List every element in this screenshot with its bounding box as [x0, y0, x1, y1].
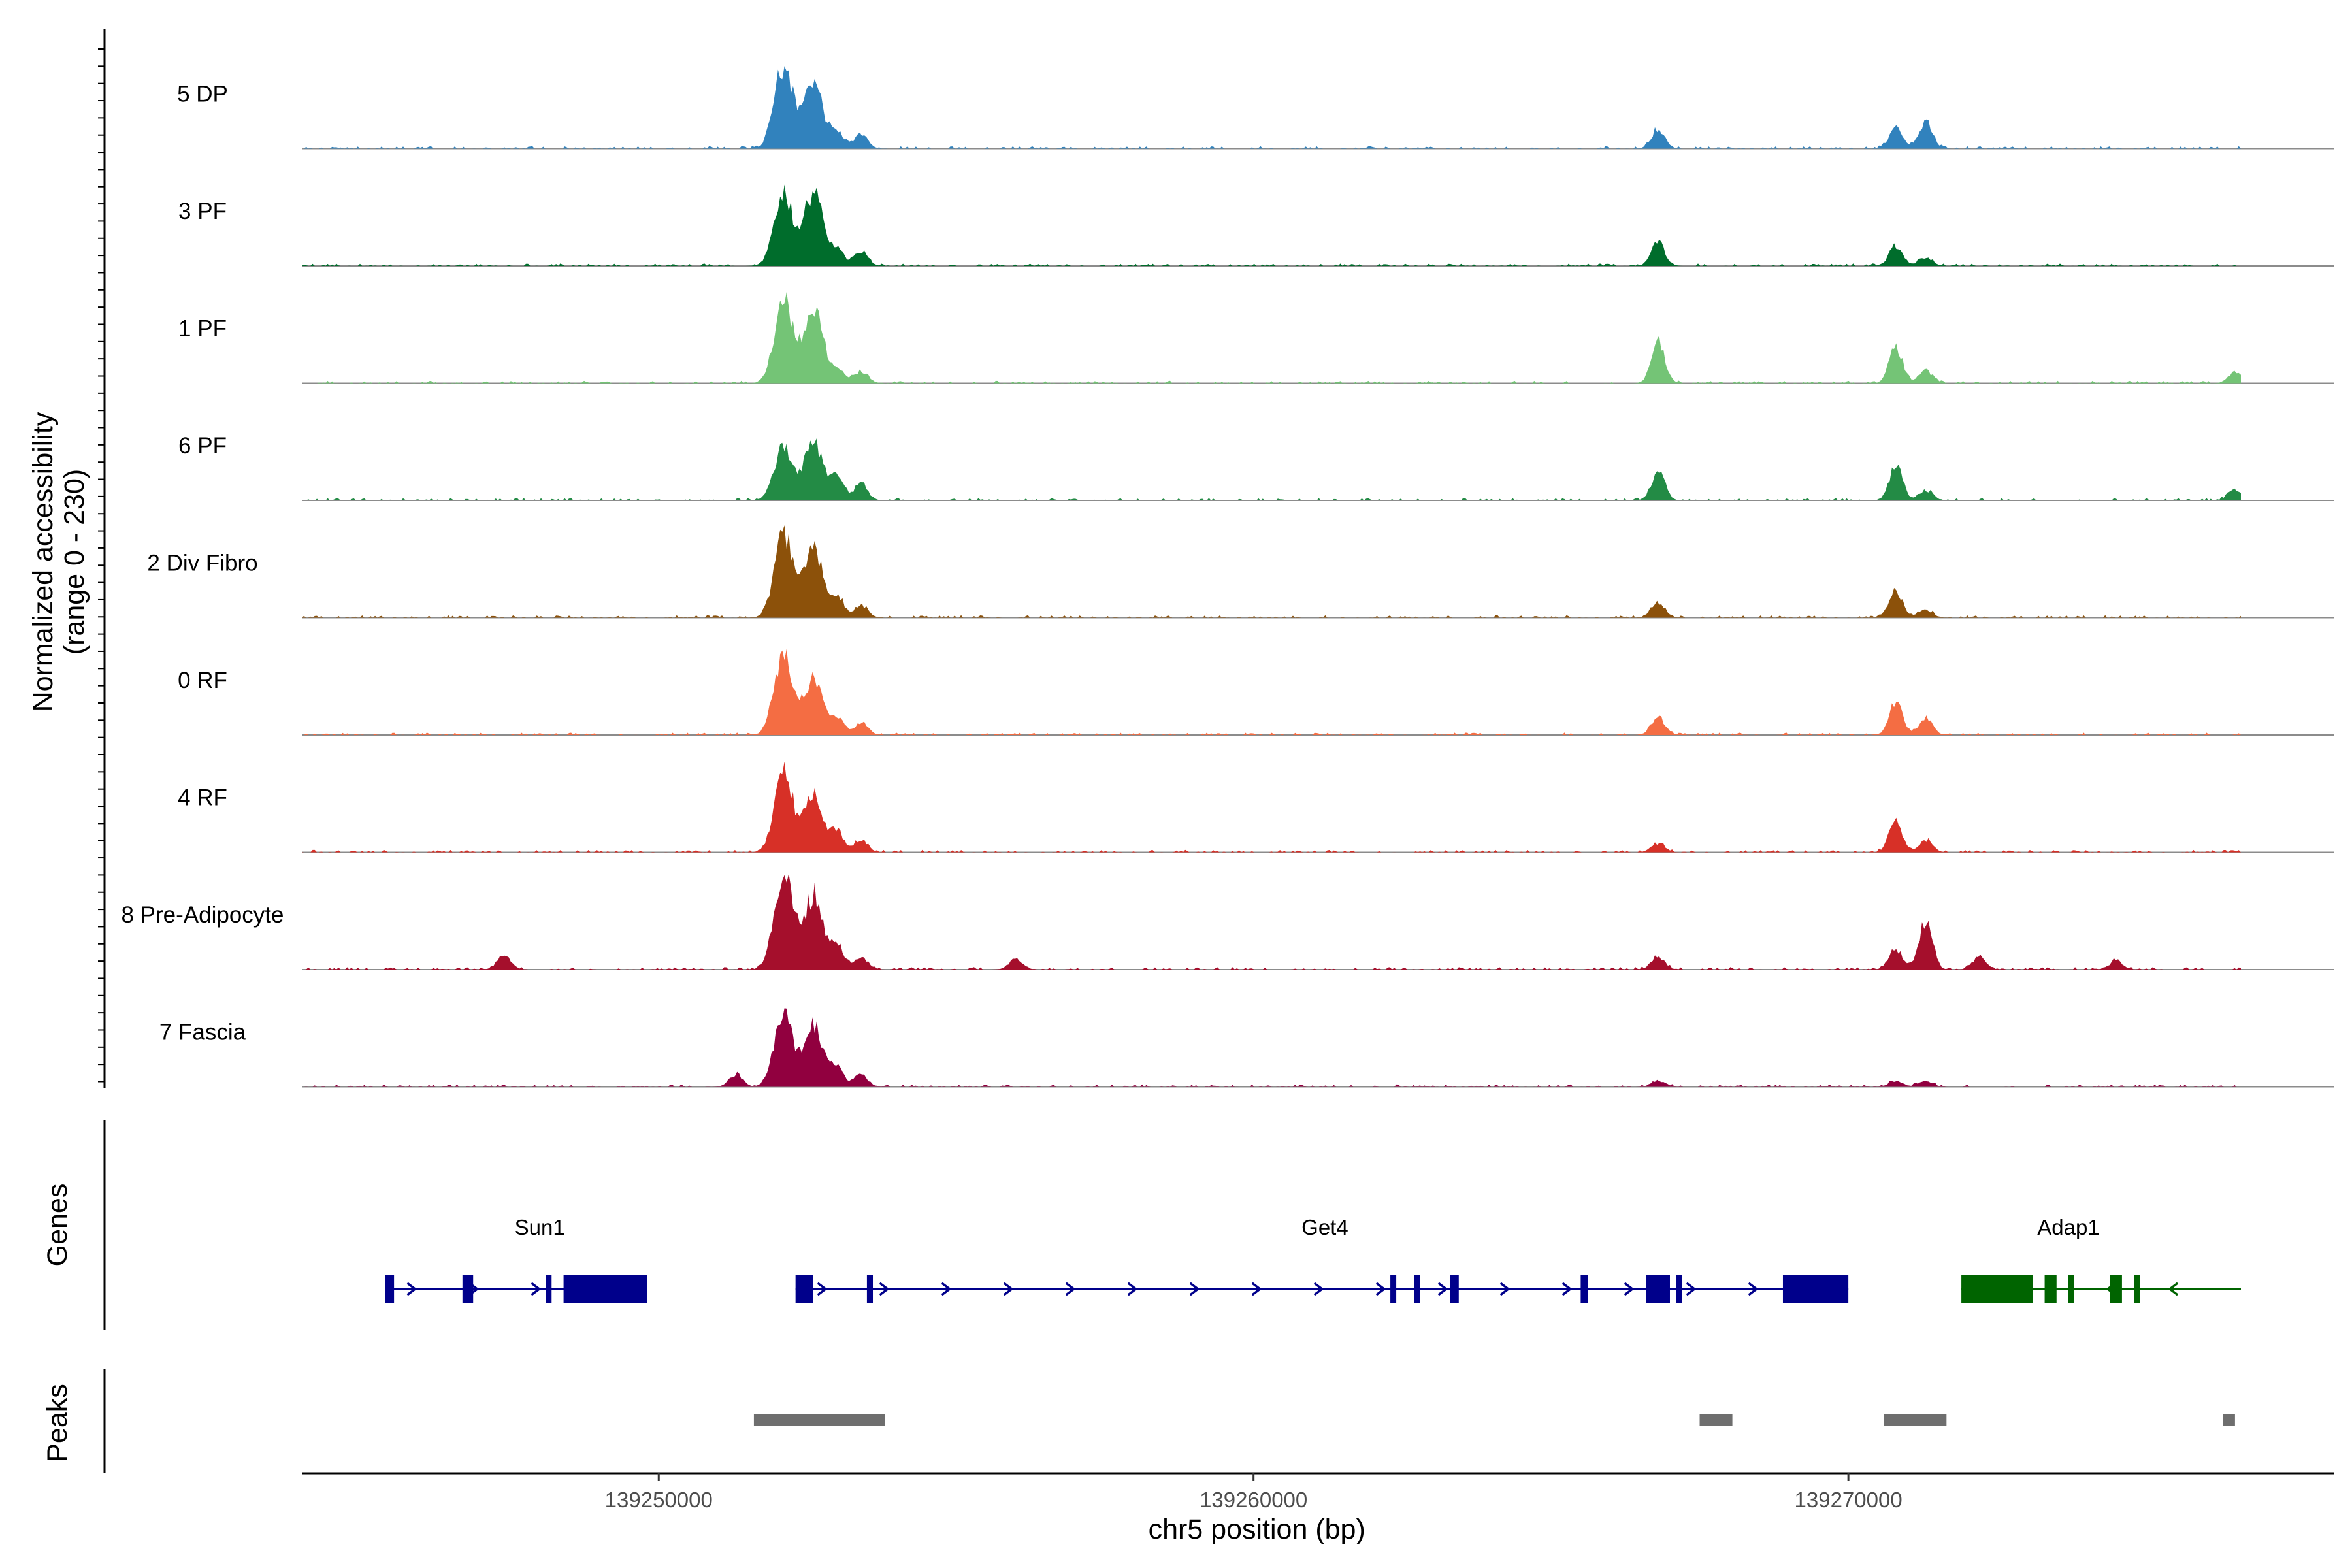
peak-region	[1884, 1414, 1947, 1426]
signal-area	[302, 291, 2241, 384]
exon	[385, 1275, 395, 1303]
track-label: 6 PF	[178, 433, 227, 459]
strand-arrow	[1127, 1282, 1138, 1296]
gene-sun1: Sun1	[385, 1215, 647, 1303]
track-label: 7 Fascia	[159, 1020, 246, 1045]
gene-annotation-track: Genes Sun1 Get4 Adap1	[42, 1120, 2241, 1330]
signal-area	[302, 525, 2241, 618]
peak-region	[753, 1414, 885, 1426]
strand-arrow	[1375, 1282, 1386, 1296]
track-0-rf: 0 RF	[178, 649, 2334, 736]
strand-arrow	[879, 1282, 890, 1296]
track-3-pf: 3 PF	[178, 184, 2334, 267]
genes-panel-title: Genes	[42, 1184, 73, 1267]
signal-area	[302, 184, 2241, 266]
signal-area	[302, 761, 2241, 853]
strand-arrow	[1561, 1282, 1573, 1296]
exon	[546, 1275, 552, 1303]
gene-label: Sun1	[515, 1215, 565, 1239]
axes: Normalized accessibility (range 0 - 230) 1…	[27, 29, 2334, 1545]
strand-arrow	[941, 1282, 952, 1296]
track-6-pf: 6 PF	[178, 433, 2334, 501]
coverage-tracks: 5 DP 3 PF 1 PF 6 PF 2 Div Fibro 0 RF 4 RF 8 Pre…	[121, 66, 2334, 1088]
signal-area	[302, 649, 2241, 735]
x-tick-label: 139250000	[605, 1488, 713, 1512]
exon	[1676, 1275, 1682, 1303]
exon	[1450, 1275, 1459, 1303]
track-7-fascia: 7 Fascia	[159, 1008, 2334, 1088]
track-label: 1 PF	[178, 316, 227, 342]
strand-arrow	[1499, 1282, 1511, 1296]
exon	[2044, 1275, 2057, 1303]
track-8-pre-adipocyte: 8 Pre-Adipocyte	[121, 874, 2334, 970]
peak-region	[2223, 1414, 2235, 1426]
exon	[1782, 1275, 1849, 1303]
exon	[563, 1275, 647, 1303]
strand-arrow	[1189, 1282, 1200, 1296]
gene-get4: Get4	[795, 1215, 1849, 1303]
exon	[866, 1275, 874, 1303]
strand-arrow	[1313, 1282, 1324, 1296]
track-label: 0 RF	[178, 668, 227, 693]
signal-area	[302, 66, 2241, 149]
strand-arrow	[1686, 1282, 1697, 1296]
signal-area	[302, 874, 2241, 970]
strand-arrow	[531, 1282, 542, 1296]
track-label: 4 RF	[178, 785, 227, 811]
exon	[2068, 1275, 2074, 1303]
strand-arrow	[1065, 1282, 1076, 1296]
track-label: 8 Pre-Adipocyte	[121, 902, 284, 928]
exon	[795, 1275, 813, 1303]
exon	[1414, 1275, 1420, 1303]
exon	[1646, 1275, 1670, 1303]
track-label: 2 Div Fibro	[147, 551, 257, 576]
peak-region	[1699, 1414, 1733, 1426]
exon	[462, 1275, 474, 1303]
exon	[2134, 1275, 2140, 1303]
x-axis-title: chr5 position (bp)	[1149, 1514, 1365, 1545]
strand-arrow	[1251, 1282, 1262, 1296]
strand-arrow	[1748, 1282, 1759, 1296]
exon	[1390, 1275, 1397, 1303]
strand-arrow	[1003, 1282, 1014, 1296]
gene-label: Get4	[1301, 1215, 1348, 1239]
y-axis-title: Normalized accessibility	[27, 412, 59, 711]
strand-arrow	[2168, 1282, 2179, 1296]
track-1-pf: 1 PF	[178, 291, 2334, 384]
gene-label: Adap1	[2037, 1215, 2099, 1239]
exon	[2110, 1275, 2122, 1303]
track-2-div-fibro: 2 Div Fibro	[147, 525, 2334, 619]
track-label: 3 PF	[178, 199, 227, 224]
strand-arrow	[1624, 1282, 1635, 1296]
peaks-track: Peaks	[42, 1369, 2235, 1473]
peaks-panel-title: Peaks	[42, 1384, 73, 1462]
exon	[1580, 1275, 1588, 1303]
track-5-dp: 5 DP	[177, 66, 2334, 150]
strand-arrow	[406, 1282, 417, 1296]
strand-arrow	[1437, 1282, 1448, 1296]
signal-area	[302, 1008, 2241, 1087]
exon	[1961, 1275, 2033, 1303]
track-4-rf: 4 RF	[178, 761, 2334, 853]
signal-area	[302, 438, 2241, 500]
strand-arrow	[817, 1282, 828, 1296]
x-tick-label: 139260000	[1200, 1488, 1307, 1512]
track-label: 5 DP	[177, 82, 228, 107]
y-axis-range: (range 0 - 230)	[59, 469, 90, 655]
gene-adap1: Adap1	[1961, 1215, 2241, 1303]
x-tick-label: 139270000	[1795, 1488, 1903, 1512]
